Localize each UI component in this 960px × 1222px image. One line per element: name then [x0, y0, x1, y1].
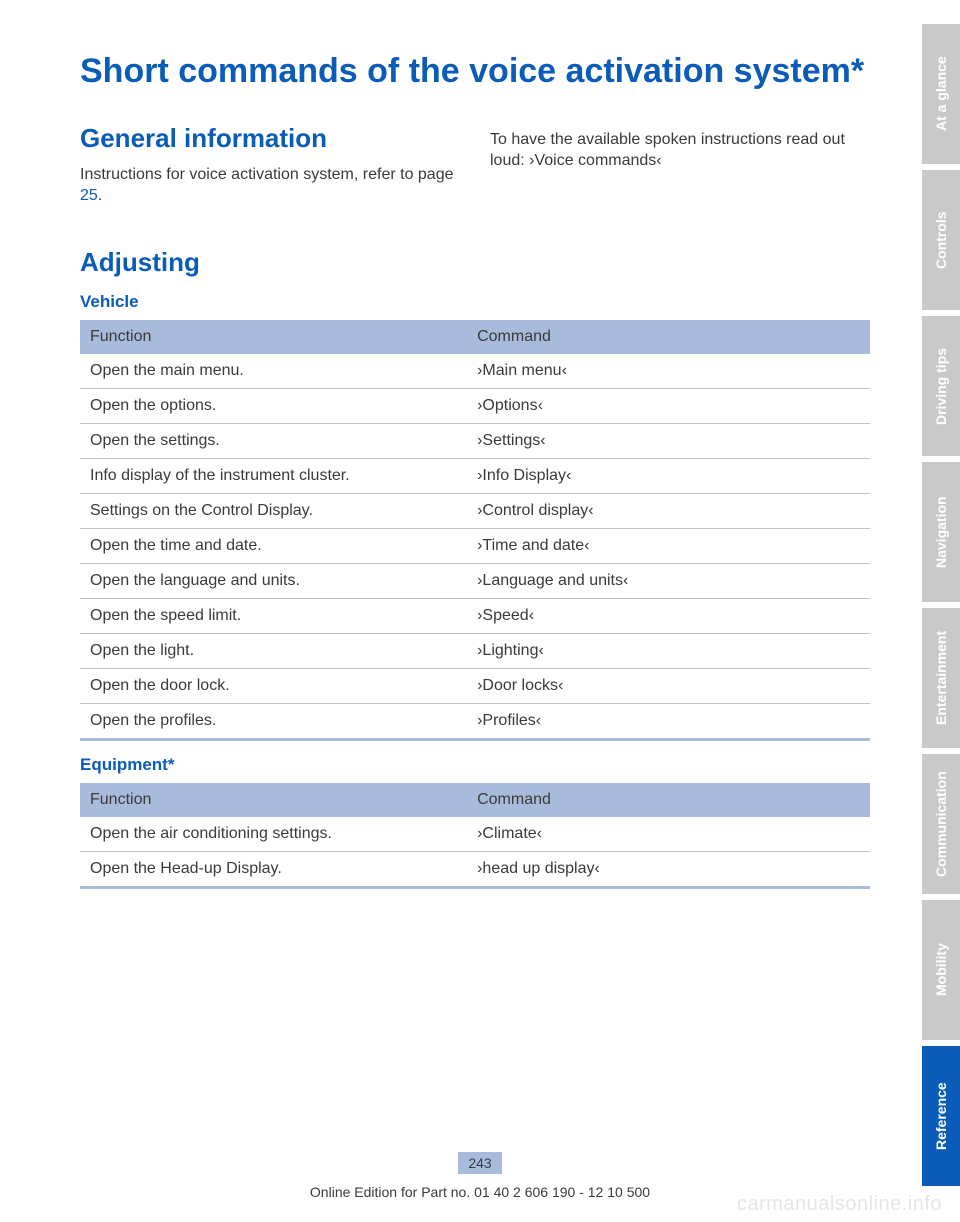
table-row: Open the speed limit.›Speed‹: [80, 598, 870, 633]
side-tabs: At a glance Controls Driving tips Navigatio…: [922, 24, 960, 1192]
side-tab-entertainment[interactable]: Entertainment: [922, 608, 960, 748]
function-cell: Open the language and units.: [80, 563, 467, 598]
side-tab-navigation[interactable]: Navigation: [922, 462, 960, 602]
function-cell: Open the light.: [80, 633, 467, 668]
page-title: Short commands of the voice activation s…: [80, 50, 870, 93]
adjusting-heading: Adjusting: [80, 247, 870, 278]
side-tab-communication[interactable]: Communication: [922, 754, 960, 894]
intro-left-col: General information Instructions for voi…: [80, 123, 460, 207]
table-row: Open the language and units.›Language an…: [80, 563, 870, 598]
table-row: Open the profiles.›Profiles‹: [80, 703, 870, 739]
table-row: Open the air conditioning settings.›Clim…: [80, 817, 870, 852]
function-cell: Open the door lock.: [80, 668, 467, 703]
general-heading: General information: [80, 123, 460, 154]
function-cell: Open the time and date.: [80, 528, 467, 563]
table-row: Open the settings.›Settings‹: [80, 423, 870, 458]
table-row: Open the main menu.›Main menu‹: [80, 354, 870, 389]
general-body: Instructions for voice activation system…: [80, 164, 460, 207]
function-cell: Open the options.: [80, 388, 467, 423]
command-cell: ›head up display‹: [467, 851, 870, 887]
function-cell: Info display of the instrument cluster.: [80, 458, 467, 493]
table-row: Open the Head-up Display.›head up displa…: [80, 851, 870, 887]
general-body-suffix: .: [98, 187, 102, 204]
function-cell: Open the profiles.: [80, 703, 467, 739]
general-body-prefix: Instructions for voice activation system…: [80, 166, 454, 183]
side-tab-controls[interactable]: Controls: [922, 170, 960, 310]
table-header-row: Function Command: [80, 783, 870, 817]
equipment-table: Function Command Open the air conditioni…: [80, 783, 870, 889]
page-number-wrap: 243: [0, 1152, 960, 1174]
intro-right-col: To have the available spoken instruction…: [490, 123, 870, 207]
command-cell: ›Language and units‹: [467, 563, 870, 598]
side-tab-driving-tips[interactable]: Driving tips: [922, 316, 960, 456]
page-ref-link[interactable]: 25: [80, 187, 98, 204]
equipment-heading: Equipment*: [80, 755, 870, 775]
side-tab-mobility[interactable]: Mobility: [922, 900, 960, 1040]
command-cell: ›Main menu‹: [467, 354, 870, 389]
command-cell: ›Control display‹: [467, 493, 870, 528]
table-row: Info display of the instrument cluster.›…: [80, 458, 870, 493]
table-row: Settings on the Control Display.›Control…: [80, 493, 870, 528]
table-row: Open the options.›Options‹: [80, 388, 870, 423]
footer-text: Online Edition for Part no. 01 40 2 606 …: [0, 1184, 960, 1200]
page-content: Short commands of the voice activation s…: [80, 50, 870, 899]
command-cell: ›Info Display‹: [467, 458, 870, 493]
function-cell: Open the main menu.: [80, 354, 467, 389]
function-cell: Open the air conditioning settings.: [80, 817, 467, 852]
command-cell: ›Settings‹: [467, 423, 870, 458]
intro-columns: General information Instructions for voi…: [80, 123, 870, 207]
side-tab-at-a-glance[interactable]: At a glance: [922, 24, 960, 164]
page-number: 243: [458, 1152, 501, 1174]
function-cell: Open the settings.: [80, 423, 467, 458]
table-header-row: Function Command: [80, 320, 870, 354]
vehicle-col2: Command: [467, 320, 870, 354]
command-cell: ›Time and date‹: [467, 528, 870, 563]
command-cell: ›Profiles‹: [467, 703, 870, 739]
function-cell: Open the speed limit.: [80, 598, 467, 633]
table-row: Open the time and date.›Time and date‹: [80, 528, 870, 563]
command-cell: ›Options‹: [467, 388, 870, 423]
equipment-col1: Function: [80, 783, 467, 817]
table-row: Open the door lock.›Door locks‹: [80, 668, 870, 703]
command-cell: ›Door locks‹: [467, 668, 870, 703]
voice-commands-hint: To have the available spoken instruction…: [490, 129, 870, 172]
equipment-col2: Command: [467, 783, 870, 817]
command-cell: ›Speed‹: [467, 598, 870, 633]
function-cell: Open the Head-up Display.: [80, 851, 467, 887]
vehicle-col1: Function: [80, 320, 467, 354]
table-row: Open the light.›Lighting‹: [80, 633, 870, 668]
vehicle-table: Function Command Open the main menu.›Mai…: [80, 320, 870, 741]
vehicle-heading: Vehicle: [80, 292, 870, 312]
function-cell: Settings on the Control Display.: [80, 493, 467, 528]
command-cell: ›Lighting‹: [467, 633, 870, 668]
command-cell: ›Climate‹: [467, 817, 870, 852]
